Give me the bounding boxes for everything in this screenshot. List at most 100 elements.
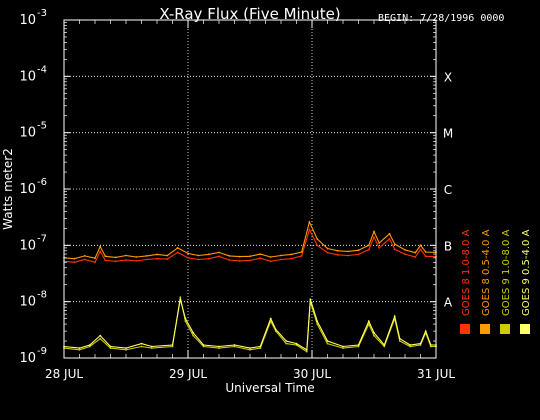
x-axis-label: Universal Time	[225, 381, 314, 395]
series-0-point-34	[388, 238, 391, 240]
series-1-point-29	[347, 250, 350, 253]
y-tick-label-2: 10	[19, 238, 36, 253]
y-tick-exponent-1: -8	[37, 290, 47, 301]
series-1-point-1	[73, 257, 76, 260]
series-1-point-13	[187, 252, 189, 255]
series-0-point-11	[166, 258, 169, 260]
series-0-point-28	[336, 253, 339, 256]
grid-lines	[64, 20, 436, 358]
series-0-point-31	[367, 248, 370, 251]
series-1-point-28	[336, 249, 339, 252]
series-3-point-12	[202, 344, 205, 346]
series-0-point-12	[176, 251, 179, 254]
series-2-point-23	[316, 323, 319, 325]
series-1-point-36	[404, 249, 406, 251]
series-0-point-8	[135, 260, 138, 262]
series-1-point-15	[207, 253, 210, 256]
flare-class-label-a: A	[444, 296, 453, 310]
series-3-point-33	[419, 342, 422, 345]
series-1-point-3	[94, 257, 96, 260]
y-tick-label-3: 10	[19, 182, 36, 197]
series-0-point-22	[280, 258, 282, 261]
series-3-point-28	[373, 331, 375, 334]
series-0-point-15	[207, 257, 210, 260]
series-2-point-7	[150, 347, 153, 349]
series-3-point-5	[125, 347, 127, 349]
series-0-point-26	[316, 244, 319, 247]
series-0-point-1	[73, 261, 76, 264]
series-3-point-4	[109, 345, 112, 348]
legend-label-3: GOES 9 0.5-4.0 A	[521, 229, 532, 316]
y-tick-label-1: 10	[19, 295, 36, 310]
y-tick-label-6: 10	[19, 13, 36, 28]
series-1-point-16	[218, 251, 220, 254]
y-axis-label: Watts meter2	[1, 148, 15, 230]
series-2-point-19	[285, 342, 288, 345]
series-2-point-1	[78, 348, 81, 351]
y-tick-exponent-6: -3	[37, 8, 47, 19]
series-2-point-20	[295, 344, 298, 346]
y-tick-exponent-3: -6	[37, 177, 47, 188]
series-1-point-10	[156, 253, 158, 256]
series-3-point-27	[367, 320, 370, 323]
series-3-point-18	[274, 328, 277, 331]
series-2-point-32	[409, 345, 412, 348]
series-1-point-7	[125, 254, 127, 257]
series-2-point-27	[367, 323, 370, 325]
series-2-point-3	[99, 337, 102, 340]
flare-class-label-x: X	[444, 70, 452, 84]
series-3-point-22	[309, 298, 312, 301]
y-tick-label-4: 10	[19, 126, 36, 141]
series-1-point-9	[145, 255, 148, 257]
series-2-point-35	[429, 345, 432, 348]
series-0-point-39	[424, 255, 427, 258]
series-3-point-2	[88, 344, 91, 346]
series-2-point-2	[88, 345, 91, 348]
series-2-point-11	[192, 334, 195, 337]
series-1-point-20	[259, 253, 262, 256]
series-1-point-35	[393, 243, 396, 246]
series-3-point-13	[218, 345, 220, 348]
legend-swatch-1	[480, 324, 490, 334]
x-axis: 28 JUL 29 JUL 30 JUL 31 JUL	[45, 20, 455, 381]
flare-class-label-b: B	[444, 239, 452, 253]
legend-swatch-3	[520, 324, 530, 334]
series-3-point-32	[409, 344, 412, 346]
series-0-point-25	[308, 228, 311, 231]
series-1-point-19	[249, 255, 251, 258]
series-layer	[63, 220, 437, 353]
series-0-point-18	[238, 260, 241, 262]
legend-swatch-2	[500, 324, 510, 334]
legend-label-0: GOES 8 1.0-8.0 A	[461, 229, 472, 316]
series-2-point-24	[326, 342, 329, 345]
legend-label-2: GOES 9 1.0-8.0 A	[501, 229, 512, 316]
legend-entry-1: GOES 8 0.5-4.0 A	[480, 229, 492, 334]
series-1-point-23	[290, 253, 293, 256]
legend-label-1: GOES 8 0.5-4.0 A	[481, 229, 492, 316]
series-2-point-15	[249, 348, 251, 351]
legend-entry-2: GOES 9 1.0-8.0 A	[500, 229, 512, 334]
x-tick-label-1: 29 JUL	[169, 367, 207, 381]
series-1-point-26	[316, 238, 319, 240]
y-tick-exponent-4: -5	[37, 121, 47, 132]
series-0-point-3	[94, 261, 96, 264]
series-1-point-24	[300, 251, 303, 253]
series-2-point-29	[383, 345, 386, 348]
series-1-point-37	[414, 251, 417, 254]
flare-class-labels: X M C B A	[443, 70, 453, 309]
series-2-point-28	[373, 334, 375, 337]
series-0-point-38	[419, 248, 422, 251]
series-0-point-6	[114, 260, 117, 263]
series-3-point-25	[342, 345, 344, 348]
series-1-point-8	[135, 256, 138, 258]
series-2-point-14	[233, 345, 236, 348]
series-1-point-4	[99, 245, 102, 248]
legend-swatch-0	[460, 324, 470, 334]
series-3-point-26	[357, 344, 360, 346]
series-0-point-37	[414, 256, 417, 258]
series-2-point-12	[202, 345, 205, 348]
series-0-point-2	[83, 258, 86, 261]
series-0-point-33	[378, 247, 381, 249]
series-group-1	[63, 220, 437, 260]
y-tick-label-5: 10	[19, 69, 36, 84]
